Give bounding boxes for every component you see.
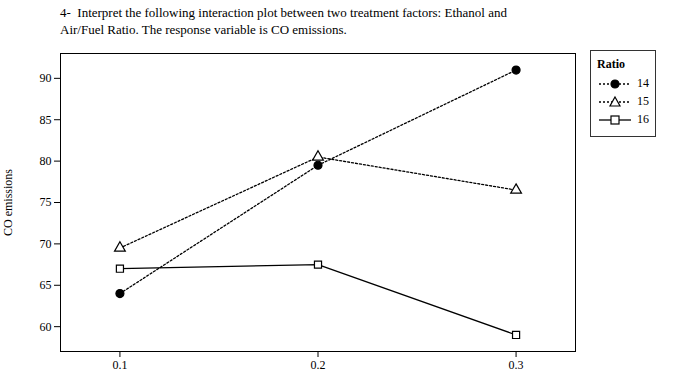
svg-text:70: 70 <box>40 237 52 251</box>
svg-text:80: 80 <box>40 154 52 168</box>
svg-text:75: 75 <box>40 195 52 209</box>
html-text:Air/Fuel Ratio. The response v: Air/Fuel Ratio. The response variable is… <box>60 22 347 37</box>
svg-text:90: 90 <box>40 71 52 85</box>
svg-text:0.2: 0.2 <box>311 358 326 372</box>
html-text:16: 16 <box>637 112 649 126</box>
svg-text:85: 85 <box>40 113 52 127</box>
svg-text:0.3: 0.3 <box>509 358 524 372</box>
svg-text:65: 65 <box>40 278 52 292</box>
svg-text:0.1: 0.1 <box>112 358 127 372</box>
svg-text:CO emissions: CO emissions <box>1 169 15 236</box>
svg-text:60: 60 <box>40 320 52 334</box>
html-text:14: 14 <box>637 76 649 90</box>
html-text:4- Interpret the following int: 4- Interpret the following interaction p… <box>60 5 507 20</box>
html-text:15: 15 <box>637 94 649 108</box>
html-text:Ratio: Ratio <box>597 57 625 71</box>
